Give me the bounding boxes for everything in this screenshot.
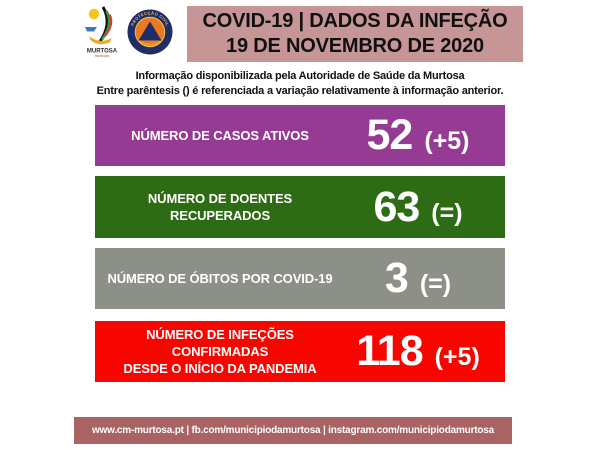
stat-bar-active-cases: NÚMERO DE CASOS ATIVOS 52 (+5) [95, 105, 505, 166]
stat-label: NÚMERO DE INFEÇÕES CONFIRMADAS DESDE O I… [95, 326, 339, 377]
stat-label-line1: NÚMERO DE ÓBITOS POR COVID-19 [107, 271, 333, 286]
stat-bar-deaths: NÚMERO DE ÓBITOS POR COVID-19 3 (=) [95, 248, 505, 309]
svg-text:MURTOSA: MURTOSA [138, 39, 162, 47]
info-note: Informação disponibilizada pela Autorida… [0, 69, 600, 98]
stat-value-group: 52 (+5) [339, 114, 505, 157]
stat-value-group: 63 (=) [339, 182, 505, 231]
boat-prow-stroke [97, 6, 109, 44]
protecao-civil-badge: PROTECÇÃO CIVIL MURTOSA [127, 9, 173, 55]
sun-icon [88, 8, 100, 20]
stat-label: NÚMERO DE DOENTES RECUPERADOS [95, 190, 339, 224]
green-stripe [101, 10, 111, 41]
stat-delta: (=) [431, 198, 463, 227]
stat-delta: (+5) [424, 127, 470, 155]
murtosa-municipality-logo: MURTOSA município [85, 6, 118, 58]
stat-label: NÚMERO DE ÓBITOS POR COVID-19 [95, 270, 339, 287]
civil-protection-triangle-icon [138, 21, 162, 41]
stat-value: 52 [366, 111, 414, 159]
header-title-box: COVID-19 | DADOS DA INFEÇÃO 19 DE NOVEMB… [187, 6, 523, 62]
stat-value-group: 3 (=) [339, 257, 505, 300]
stat-label-line2: DESDE O INÍCIO DA PANDEMIA [123, 361, 317, 376]
info-note-line2: Entre parêntesis () é referenciada a var… [96, 84, 504, 97]
stat-label-line1: NÚMERO DE CASOS ATIVOS [131, 128, 309, 143]
badge-bottom-text: MURTOSA [138, 39, 161, 47]
murtosa-logo-subcaption: município [95, 54, 110, 58]
stat-delta: (=) [419, 270, 452, 298]
stat-bar-total-confirmed: NÚMERO DE INFEÇÕES CONFIRMADAS DESDE O I… [95, 321, 505, 382]
red-stripe [104, 13, 113, 37]
footer-links-bar: www.cm-murtosa.pt | fb.com/municipiodamu… [74, 417, 512, 444]
page-title-line1: COVID-19 | DADOS DA INFEÇÃO [202, 10, 508, 32]
info-note-line1: Informação disponibilizada pela Autorida… [135, 70, 465, 82]
murtosa-logo-caption: MURTOSA [87, 49, 118, 55]
stat-label-line1: NÚMERO DE DOENTES RECUPERADOS [147, 191, 293, 223]
footer-links-text: www.cm-murtosa.pt | fb.com/municipiodamu… [91, 425, 495, 436]
boat-icon [85, 27, 97, 32]
yellow-hull [89, 36, 112, 45]
stat-label: NÚMERO DE CASOS ATIVOS [95, 127, 339, 144]
stat-label-line1: NÚMERO DE INFEÇÕES CONFIRMADAS [146, 327, 294, 359]
stat-value: 63 [373, 182, 420, 231]
stat-value: 118 [356, 327, 423, 375]
stat-value: 3 [384, 254, 409, 302]
stat-delta: (+5) [434, 343, 480, 371]
stat-value-group: 118 (+5) [339, 330, 505, 373]
stat-bar-recovered: NÚMERO DE DOENTES RECUPERADOS 63 (=) [95, 176, 505, 238]
page-title-line2: 19 DE NOVEMBRO DE 2020 [226, 35, 484, 57]
